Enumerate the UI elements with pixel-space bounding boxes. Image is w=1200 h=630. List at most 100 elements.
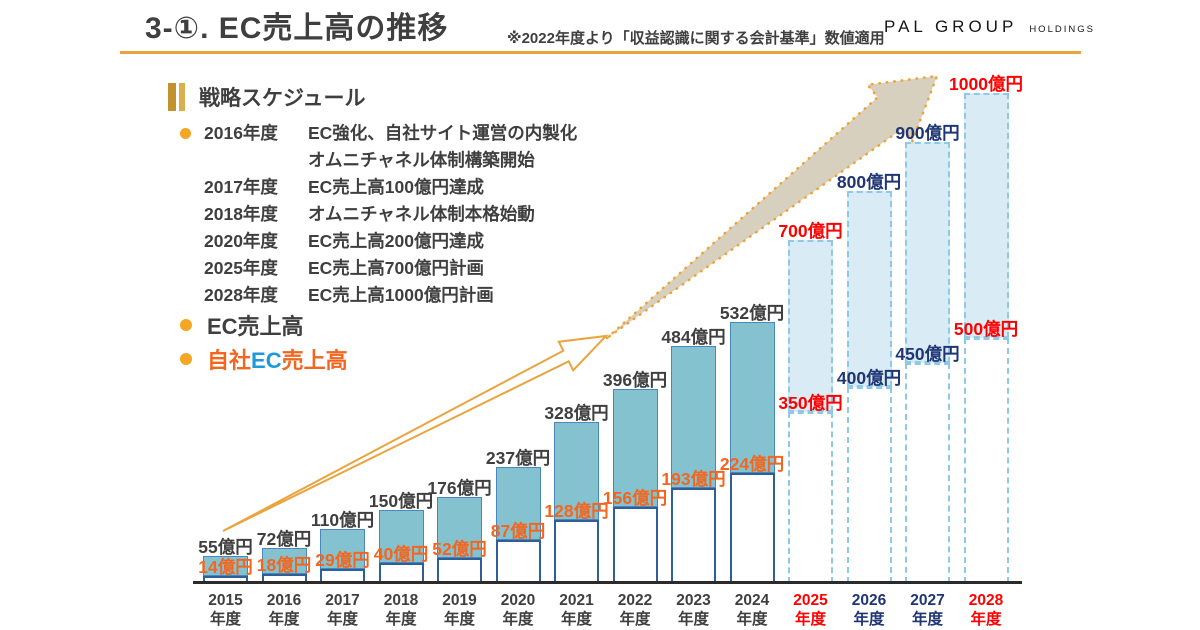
label-total-2021: 328億円	[544, 403, 609, 424]
schedule-item-year: 2025年度	[204, 258, 278, 278]
schedule-item-text: オムニチャネル体制本格始動	[308, 201, 535, 228]
schedule-item: 2016年度 EC強化、自社サイト運営の内製化 オムニチャネル体制構築開始	[178, 120, 577, 174]
axis-label-suffix: 年度	[560, 611, 592, 628]
schedule-item: 2018年度 オムニチャネル体制本格始動	[178, 201, 577, 228]
bar-2023-total-segment	[671, 345, 716, 489]
axis-label-year: 2021	[559, 592, 594, 609]
axis-label-year: 2022	[617, 592, 653, 609]
axis-label-year: 2026	[851, 592, 887, 609]
label-total-2025: 700億円	[778, 221, 843, 241]
axis-label-suffix: 年度	[209, 611, 241, 628]
heading-accent-bar-icon	[179, 83, 185, 111]
axis-label-suffix: 年度	[970, 611, 1002, 628]
schedule-item-text: EC売上高200億円達成	[308, 228, 484, 255]
axis-label-2021: 2021 年度	[542, 591, 612, 629]
axis-label-suffix: 年度	[911, 611, 943, 628]
axis-label-suffix: 年度	[268, 611, 300, 628]
schedule-item-line: EC売上高700億円計画	[308, 258, 485, 278]
legend-bullet-icon	[180, 319, 192, 331]
label-own-2025: 350億円	[778, 392, 843, 413]
label-total-2016: 72億円	[256, 528, 312, 549]
bar-2026-own-segment	[846, 387, 892, 583]
label-total-2023: 484億円	[661, 326, 726, 347]
axis-label-2017: 2017 年度	[308, 591, 378, 629]
axis-label-suffix: 年度	[794, 611, 826, 628]
heading-accent-bar-icon	[168, 83, 176, 111]
schedule-list: 2016年度 EC強化、自社サイト運営の内製化 オムニチャネル体制構築開始 2017年…	[178, 120, 577, 309]
label-total-2027: 900億円	[895, 123, 960, 143]
logo-text-secondary: HOLDINGS	[1029, 24, 1095, 35]
label-total-2020: 237億円	[485, 447, 551, 468]
label-own-2016: 18億円	[256, 555, 312, 576]
legend-bullet-icon	[180, 353, 192, 365]
label-own-2022: 156億円	[602, 487, 668, 508]
axis-label-2025: 2025 年度	[776, 591, 846, 629]
axis-label-2022: 2022 年度	[600, 591, 670, 629]
schedule-heading: 戦略スケジュール	[168, 82, 366, 112]
axis-label-year: 2018	[383, 592, 419, 609]
axis-label-2015: 2015 年度	[191, 591, 261, 629]
bar-2016-total-segment	[261, 547, 307, 575]
axis-label-year: 2025	[793, 592, 828, 609]
schedule-item-line: オムニチャネル体制構築開始	[308, 150, 535, 170]
schedule-item-text: EC強化、自社サイト運営の内製化 オムニチャネル体制構築開始	[308, 120, 577, 174]
page-title: 3-①. EC売上高の推移	[145, 12, 449, 45]
axis-label-year: 2023	[676, 592, 711, 609]
axis-label-suffix: 年度	[619, 611, 651, 628]
label-own-2028: 500億円	[953, 319, 1019, 339]
bar-2020-own-segment	[495, 540, 541, 583]
logo-text-primary: PAL GROUP	[884, 17, 1018, 36]
axis-label-year: 2020	[500, 592, 536, 609]
schedule-item-text: EC売上高1000億円計画	[308, 282, 494, 309]
schedule-item-year: 2018年度	[204, 204, 278, 224]
axis-label-suffix: 年度	[326, 611, 358, 628]
label-own-2018: 40億円	[373, 544, 429, 565]
bar-2019-own-segment	[437, 557, 482, 583]
axis-label-2026: 2026 年度	[834, 591, 904, 629]
axis-label-suffix: 年度	[677, 611, 709, 628]
schedule-item: 2020年度 EC売上高200億円達成	[178, 228, 577, 255]
axis-label-year: 2016	[266, 592, 302, 609]
schedule-item-year: 2028年度	[204, 285, 278, 305]
bar-2022-total-segment	[612, 388, 658, 507]
axis-label-suffix: 年度	[736, 611, 768, 628]
label-own-2026: 400億円	[836, 368, 902, 388]
schedule-item-text: EC売上高100億円達成	[308, 174, 484, 201]
axis-label-2016: 2016 年度	[249, 591, 319, 629]
label-own-2027: 450億円	[895, 343, 960, 364]
axis-label-suffix: 年度	[502, 611, 534, 628]
schedule-item-year: 2017年度	[204, 177, 278, 197]
label-total-2022: 396億円	[602, 369, 668, 390]
schedule-item: 2025年度 EC売上高700億円計画	[178, 255, 577, 282]
axis-label-2023: 2023 年度	[659, 591, 729, 629]
label-total-2028: 1000億円	[949, 74, 1023, 94]
axis-label-2018: 2018 年度	[366, 591, 436, 629]
label-own-2024: 224億円	[719, 454, 785, 475]
label-total-2019: 176億円	[427, 477, 492, 498]
bullet-icon	[178, 120, 204, 174]
schedule-item: 2017年度 EC売上高100億円達成	[178, 174, 577, 201]
axis-label-2024: 2024 年度	[717, 591, 787, 629]
schedule-item: 2028年度 EC売上高1000億円計画	[178, 282, 577, 309]
axis-label-2028: 2028 年度	[951, 591, 1021, 629]
axis-label-suffix: 年度	[443, 611, 475, 628]
label-own-2017: 29億円	[315, 549, 370, 570]
bar-2015-total-segment	[203, 556, 248, 577]
axis-label-suffix: 年度	[385, 611, 417, 628]
header-divider	[120, 51, 1081, 54]
label-total-2026: 800億円	[836, 172, 902, 192]
bar-2025-own-segment	[788, 411, 833, 583]
title-note: ※2022年度より「収益認識に関する会計基準」数値適用	[507, 30, 885, 47]
schedule-heading-label: 戦略スケジュール	[199, 87, 366, 110]
axis-label-year: 2015	[208, 592, 243, 609]
axis-label-year: 2019	[442, 592, 477, 609]
schedule-item-line: EC売上高1000億円計画	[308, 285, 494, 305]
schedule-item-year: 2020年度	[204, 231, 278, 251]
label-own-2023: 193億円	[661, 469, 726, 490]
axis-label-2020: 2020 年度	[483, 591, 553, 629]
label-own-2015: 14億円	[198, 557, 253, 578]
label-own-2019: 52億円	[432, 538, 487, 559]
axis-label-year: 2024	[734, 592, 770, 609]
